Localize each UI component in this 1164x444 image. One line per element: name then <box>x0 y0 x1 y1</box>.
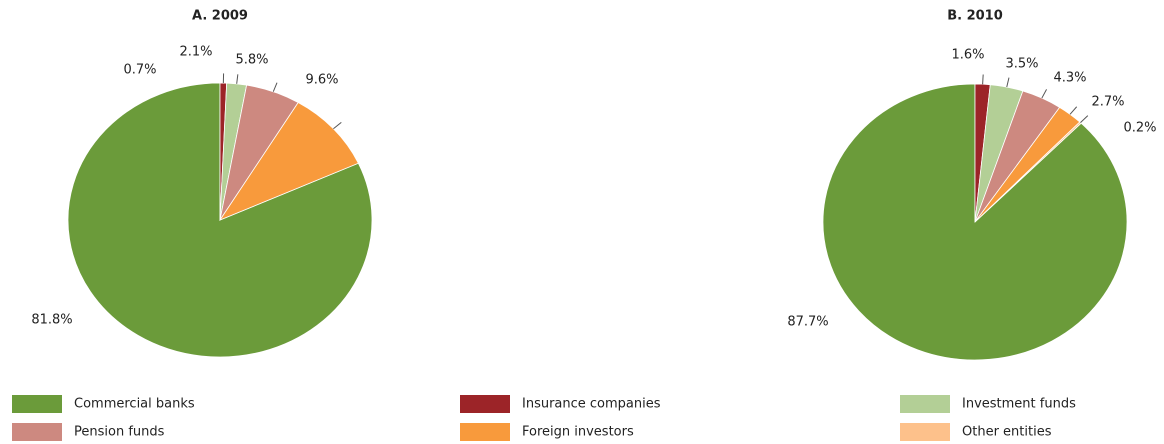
leader-line <box>1069 106 1078 115</box>
data-label: 4.3% <box>1053 71 1086 86</box>
leader-line <box>1041 89 1047 99</box>
chart-title: A. 2009 <box>192 9 248 24</box>
legend-swatch <box>900 423 950 441</box>
data-label: 1.6% <box>951 48 984 63</box>
legend-swatch <box>460 395 510 413</box>
chart-title: B. 2010 <box>947 9 1003 24</box>
leader-line <box>272 82 278 92</box>
legend-label: Other entities <box>962 425 1052 440</box>
data-label: 5.8% <box>235 53 268 68</box>
legend-swatch <box>460 423 510 441</box>
legend-label: Commercial banks <box>74 397 195 412</box>
legend-label: Foreign investors <box>522 425 634 440</box>
legend-label: Investment funds <box>962 397 1076 412</box>
data-label: 9.6% <box>305 73 338 88</box>
leader-line <box>1080 115 1089 123</box>
leader-line <box>1006 77 1010 88</box>
legend-label: Pension funds <box>74 425 165 440</box>
leader-line <box>236 74 239 84</box>
data-label: 2.1% <box>179 45 212 60</box>
legend-swatch <box>900 395 950 413</box>
data-label: 0.7% <box>123 63 156 78</box>
data-label: 2.7% <box>1091 95 1124 110</box>
pie-slice <box>218 101 359 221</box>
data-label: 87.7% <box>787 315 828 330</box>
legend-swatch <box>12 423 62 441</box>
data-label: 3.5% <box>1005 57 1038 72</box>
legend-label: Insurance companies <box>522 397 661 412</box>
leader-line <box>982 74 984 85</box>
legend-swatch <box>12 395 62 413</box>
data-label: 81.8% <box>31 313 72 328</box>
data-label: 0.2% <box>1123 121 1156 136</box>
leader-line <box>333 121 342 130</box>
